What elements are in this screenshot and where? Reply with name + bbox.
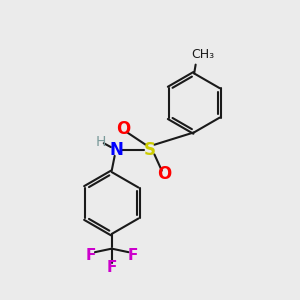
Text: H: H [96, 135, 106, 149]
Text: O: O [116, 120, 130, 138]
Text: N: N [109, 141, 123, 159]
Text: S: S [144, 141, 156, 159]
Text: F: F [85, 248, 96, 262]
Text: F: F [106, 260, 117, 275]
Text: CH₃: CH₃ [191, 48, 214, 61]
Text: O: O [158, 165, 172, 183]
Text: F: F [128, 248, 138, 262]
